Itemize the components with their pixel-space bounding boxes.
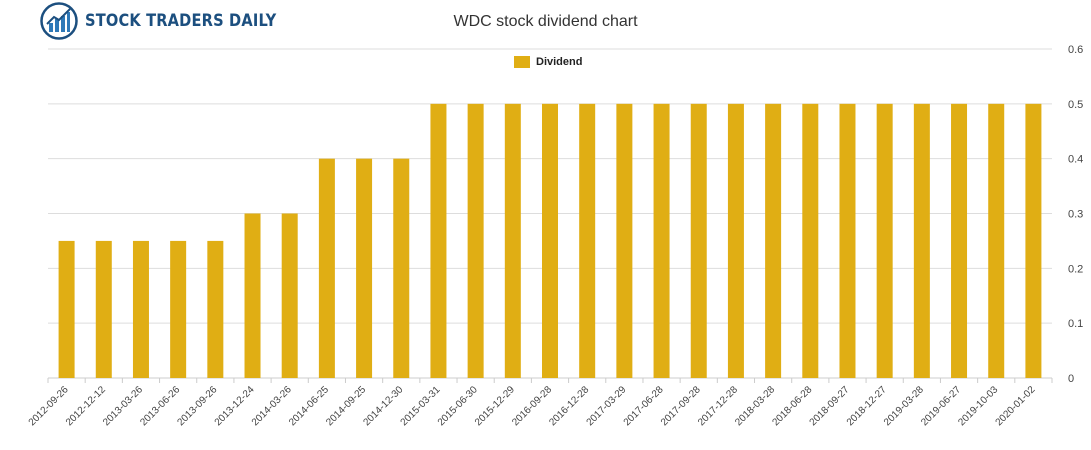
x-tick-label: 2020-01-02 — [994, 384, 1038, 428]
bar-2019-10-03 — [988, 103, 1005, 378]
bar-2012-12-12 — [95, 240, 112, 378]
bar-2019-06-27 — [951, 103, 968, 378]
bar-2017-09-28 — [690, 103, 707, 378]
bar-2016-12-28 — [579, 103, 596, 378]
bar-2014-09-25 — [356, 158, 373, 378]
bar-2013-09-26 — [207, 240, 224, 378]
bar-2018-09-27 — [839, 103, 856, 378]
y-tick-label: 0.6 — [1068, 44, 1083, 56]
bar-2018-06-28 — [802, 103, 819, 378]
chart-title: WDC stock dividend chart — [453, 13, 638, 30]
y-tick-label: 0.1 — [1068, 318, 1083, 330]
chart-legend[interactable]: Dividend — [514, 56, 582, 68]
brand-name: STOCK TRADERS DAILY — [85, 11, 277, 31]
bar-2020-01-02 — [1025, 103, 1042, 378]
bar-2013-12-24 — [244, 213, 261, 378]
bar-2014-06-25 — [318, 158, 335, 378]
bar-2019-03-28 — [913, 103, 930, 378]
bar-2017-12-28 — [727, 103, 744, 378]
bar-2013-03-26 — [132, 240, 149, 378]
bar-2017-03-29 — [616, 103, 633, 378]
bar-2018-12-27 — [876, 103, 893, 378]
bar-2018-03-28 — [765, 103, 782, 378]
bar-2014-12-30 — [393, 158, 410, 378]
bar-2015-12-29 — [504, 103, 521, 378]
legend-swatch — [514, 56, 530, 68]
bar-2015-06-30 — [467, 103, 484, 378]
y-tick-label: 0 — [1068, 373, 1074, 385]
bar-2013-06-26 — [170, 240, 187, 378]
y-tick-label: 0.3 — [1068, 209, 1083, 221]
brand-logo[interactable]: STOCK TRADERS DAILY — [40, 2, 308, 40]
bar-2017-06-28 — [653, 103, 670, 378]
legend-label: Dividend — [536, 56, 583, 68]
bar-2012-09-26 — [58, 240, 75, 378]
y-tick-label: 0.2 — [1068, 263, 1083, 275]
y-tick-label: 0.4 — [1068, 154, 1083, 166]
bar-2014-03-26 — [281, 213, 298, 378]
bar-2015-03-31 — [430, 103, 447, 378]
y-tick-label: 0.5 — [1068, 99, 1083, 111]
stock-chart-logo-icon — [40, 2, 78, 40]
bar-2016-09-28 — [542, 103, 558, 378]
